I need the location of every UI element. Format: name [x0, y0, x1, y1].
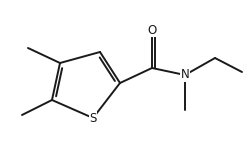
Text: N: N [181, 68, 189, 81]
Text: S: S [89, 111, 97, 125]
Text: O: O [147, 24, 157, 36]
